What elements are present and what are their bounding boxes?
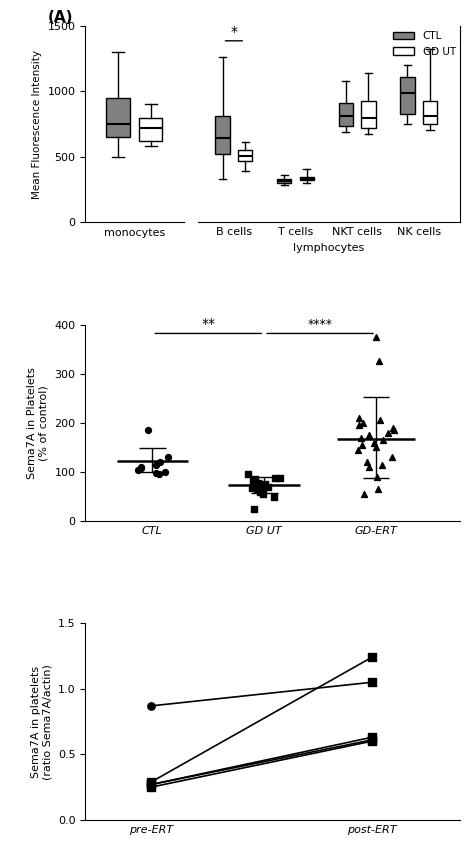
Y-axis label: Sema7A in Platelets
(% of control): Sema7A in Platelets (% of control) (27, 367, 49, 479)
PathPatch shape (338, 103, 353, 126)
Point (272, 471, 279, 485)
Point (373, 330, 380, 343)
Point (161, 465, 168, 479)
Text: ****: **** (308, 318, 333, 331)
Point (264, 480, 272, 494)
Point (145, 424, 152, 438)
Text: **: ** (201, 318, 215, 331)
PathPatch shape (361, 101, 375, 128)
Point (373, 470, 381, 484)
Text: *: * (230, 25, 237, 39)
Point (152, 457, 159, 471)
PathPatch shape (300, 177, 314, 180)
Point (378, 457, 386, 471)
Point (368, 730, 375, 744)
Point (390, 424, 397, 438)
Point (147, 778, 155, 791)
Point (379, 433, 387, 447)
Legend: CTL, GD UT: CTL, GD UT (389, 27, 460, 60)
Point (372, 440, 380, 454)
Point (356, 419, 363, 432)
Point (365, 460, 373, 474)
Point (276, 471, 284, 485)
Point (368, 651, 375, 665)
Point (270, 489, 277, 503)
Point (250, 474, 257, 488)
PathPatch shape (215, 117, 230, 154)
Y-axis label: Sema7A in platelets
(ratio Sema7A/actin): Sema7A in platelets (ratio Sema7A/actin) (31, 664, 53, 779)
Point (244, 468, 252, 482)
Point (137, 460, 145, 474)
Point (368, 676, 375, 690)
Point (147, 775, 155, 789)
Point (147, 699, 155, 713)
Point (147, 780, 155, 794)
Y-axis label: Mean Fluorescence Intensity: Mean Fluorescence Intensity (32, 50, 42, 198)
PathPatch shape (400, 77, 415, 114)
PathPatch shape (277, 180, 292, 183)
PathPatch shape (423, 101, 437, 124)
X-axis label: monocytes: monocytes (104, 228, 165, 238)
Point (360, 488, 368, 501)
Point (374, 482, 382, 496)
Point (251, 472, 258, 486)
Point (248, 481, 256, 494)
Point (258, 478, 265, 492)
PathPatch shape (238, 149, 252, 161)
Point (363, 456, 371, 469)
Point (250, 475, 257, 488)
X-axis label: lymphocytes: lymphocytes (293, 243, 365, 253)
Point (134, 463, 141, 476)
Point (360, 416, 367, 430)
Point (152, 466, 160, 480)
Point (358, 438, 365, 452)
Text: (A): (A) (48, 10, 73, 25)
Point (254, 476, 261, 489)
Point (156, 456, 164, 469)
Point (368, 734, 375, 748)
Point (365, 428, 372, 442)
Point (164, 450, 171, 464)
Point (250, 502, 258, 516)
Point (357, 431, 365, 444)
Point (376, 355, 383, 369)
Point (389, 421, 397, 435)
Point (368, 733, 375, 746)
Point (388, 450, 395, 464)
Point (261, 477, 269, 491)
Point (384, 425, 392, 439)
Point (259, 488, 266, 501)
Point (355, 443, 362, 457)
Point (137, 461, 145, 475)
Point (256, 485, 264, 499)
Point (147, 778, 155, 791)
Point (254, 482, 261, 496)
Point (355, 411, 363, 425)
Point (155, 468, 163, 482)
Point (254, 479, 261, 493)
Point (376, 413, 384, 427)
PathPatch shape (106, 98, 130, 137)
Point (370, 436, 377, 450)
PathPatch shape (139, 117, 163, 142)
